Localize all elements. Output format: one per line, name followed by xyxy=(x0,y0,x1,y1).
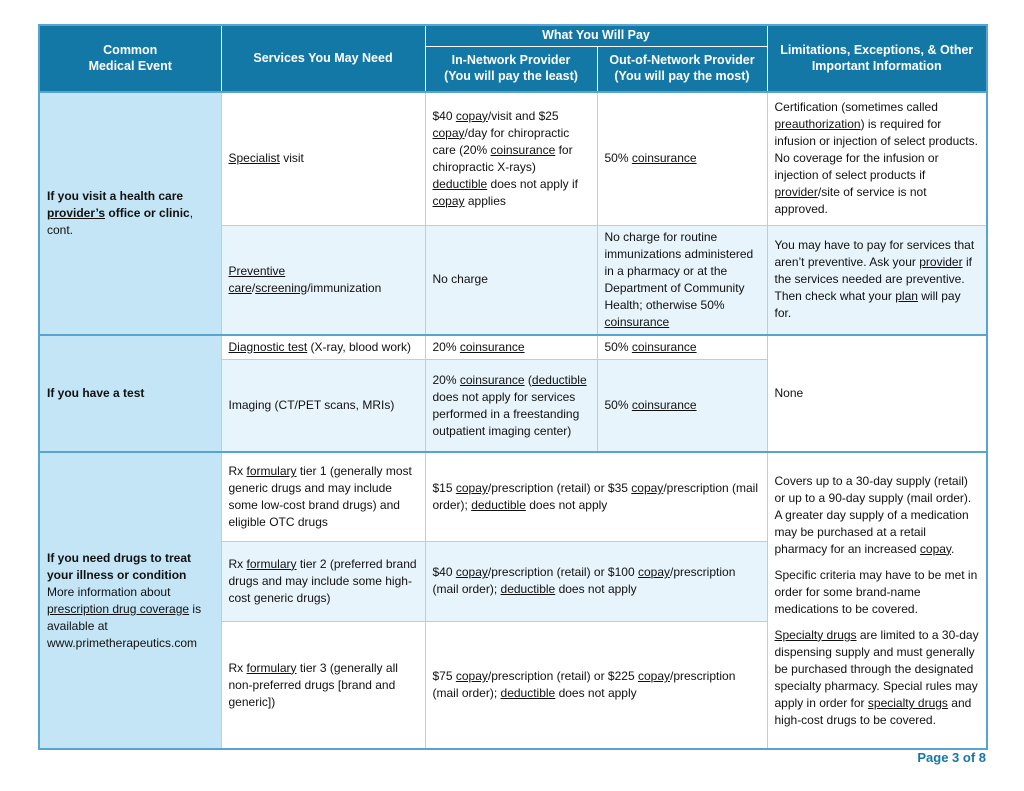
service-rx-tier-2: Rx formulary tier 2 (preferred brand dru… xyxy=(220,540,426,622)
event-have-a-test: If you have a test xyxy=(38,333,222,453)
limitations-preventive-care: You may have to pay for services that ar… xyxy=(766,224,988,336)
out-of-network-imaging: 50% coinsurance xyxy=(596,358,768,453)
service-specialist-visit: Specialist visit xyxy=(220,91,426,226)
event-office-clinic-cont: If you visit a health care provider’s of… xyxy=(38,91,222,336)
in-network-specialist-visit: $40 copay/visit and $25 copay/day for ch… xyxy=(424,91,598,226)
out-of-network-specialist-visit: 50% coinsurance xyxy=(596,91,768,226)
in-network-imaging: 20% coinsurance (deductible does not app… xyxy=(424,358,598,453)
page-number: Page 3 of 8 xyxy=(917,750,986,765)
limitations-drugs-criteria: Specific criteria may have to be met in … xyxy=(774,567,978,616)
service-diagnostic-test: Diagnostic test (X-ray, blood work) xyxy=(220,333,426,360)
in-network-diagnostic-test: 20% coinsurance xyxy=(424,333,598,360)
out-of-network-preventive-care: No charge for routine immunizations admi… xyxy=(596,224,768,336)
payment-rx-tier-1: $15 copay/prescription (retail) or $35 c… xyxy=(424,451,768,542)
benefits-coverage-table: Common Medical Event Services You May Ne… xyxy=(38,24,988,751)
payment-rx-tier-2: $40 copay/prescription (retail) or $100 … xyxy=(424,540,768,622)
header-out-of-network-provider: Out-of-Network Provider (You will pay th… xyxy=(596,45,768,93)
service-rx-tier-3: Rx formulary tier 3 (generally all non-p… xyxy=(220,620,426,750)
header-limitations-exceptions: Limitations, Exceptions, & Other Importa… xyxy=(766,24,988,93)
event-need-drugs: If you need drugs to treat your illness … xyxy=(38,451,222,750)
limitations-specialist-visit: Certification (sometimes called preautho… xyxy=(766,91,988,226)
limitations-drugs-supply: Covers up to a 30-day supply (retail) or… xyxy=(774,473,972,556)
limitations-drugs: Covers up to a 30-day supply (retail) or… xyxy=(766,451,988,750)
limitations-drugs-specialty: Specialty drugs are limited to a 30-day … xyxy=(774,627,979,728)
service-rx-tier-1: Rx formulary tier 1 (generally most gene… xyxy=(220,451,426,542)
payment-rx-tier-3: $75 copay/prescription (retail) or $225 … xyxy=(424,620,768,750)
header-common-medical-event: Common Medical Event xyxy=(38,24,222,93)
in-network-preventive-care: No charge xyxy=(424,224,598,336)
header-services-you-may-need: Services You May Need xyxy=(220,24,426,93)
header-in-network-provider: In-Network Provider (You will pay the le… xyxy=(424,45,598,93)
service-imaging: Imaging (CT/PET scans, MRIs) xyxy=(220,358,426,453)
out-of-network-diagnostic-test: 50% coinsurance xyxy=(596,333,768,360)
service-preventive-care: Preventive care/screening/immunization xyxy=(220,224,426,336)
limitations-test: None xyxy=(766,333,988,453)
header-what-you-will-pay: What You Will Pay xyxy=(424,24,768,47)
